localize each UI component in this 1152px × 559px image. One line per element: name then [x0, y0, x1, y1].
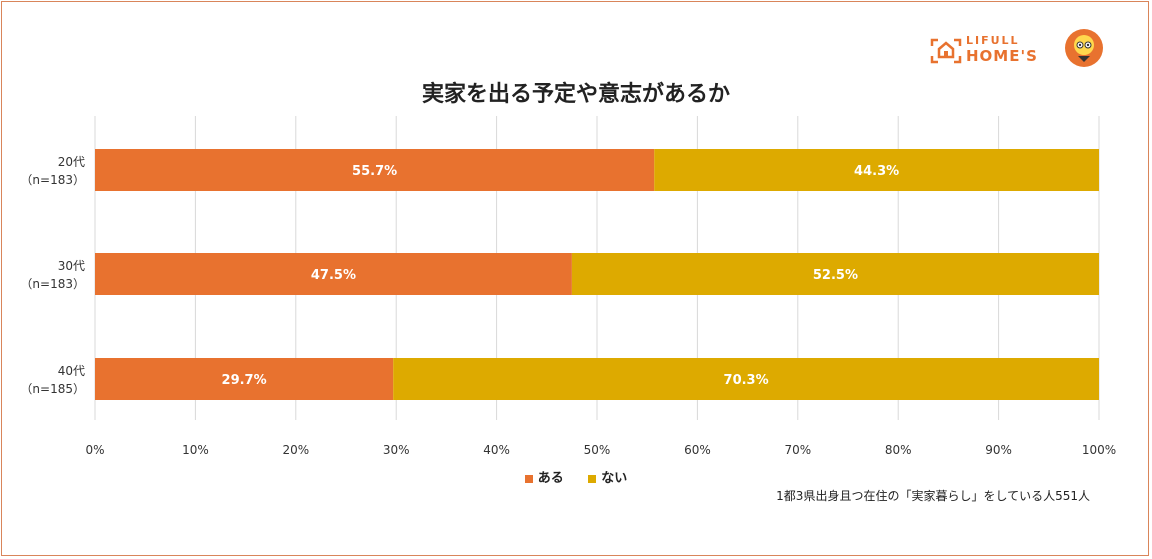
footnote: 1都3県出身且つ在住の「実家暮らし」をしている人551人	[776, 489, 1090, 503]
x-tick-label: 70%	[784, 443, 811, 457]
data-label: 44.3%	[854, 164, 899, 179]
x-tick-label: 60%	[684, 443, 711, 457]
x-tick-label: 90%	[985, 443, 1012, 457]
legend-swatch-nai	[588, 474, 597, 483]
y-category-label: （n=183）	[20, 277, 85, 291]
bar-segment	[95, 358, 394, 400]
bars	[95, 149, 1099, 400]
data-label: 70.3%	[724, 373, 769, 388]
bar-segment	[571, 253, 1099, 295]
logo-text-big: HOME'S	[966, 47, 1038, 65]
legend-label-aru: ある	[537, 471, 564, 486]
brand-logo	[928, 29, 1108, 72]
legend-swatch-aru	[524, 474, 533, 483]
legend: ある ない	[0, 467, 1152, 486]
y-category-label: 30代	[58, 259, 85, 273]
data-label: 52.5%	[813, 268, 858, 283]
x-tick-label: 50%	[584, 443, 611, 457]
house-icon	[930, 38, 962, 64]
mascot-icon	[1065, 29, 1103, 67]
labels: 0% 10% 20% 30% 40% 50% 60% 70% 80% 90% 100% 55.7% 44…	[20, 155, 1116, 457]
bar-segment	[95, 149, 655, 191]
legend-item-nai: ない	[588, 467, 627, 486]
legend-item-aru: ある	[524, 467, 564, 486]
logo-text-small: LIFULL	[966, 34, 1020, 47]
x-tick-label: 80%	[885, 443, 912, 457]
bar-segment	[654, 149, 1099, 191]
data-label: 29.7%	[222, 373, 267, 388]
chart-title: 実家を出る予定や意志があるか	[421, 82, 730, 107]
data-label: 47.5%	[311, 268, 356, 283]
data-label: 55.7%	[352, 164, 397, 179]
bar-segment	[95, 253, 572, 295]
bar-segment	[393, 358, 1099, 400]
y-category-label: 20代	[58, 155, 85, 169]
x-tick-label: 30%	[383, 443, 410, 457]
legend-label-nai: ない	[601, 471, 628, 486]
x-tick-label: 20%	[282, 443, 309, 457]
x-tick-label: 100%	[1082, 443, 1116, 457]
x-tick-label: 0%	[85, 443, 104, 457]
y-category-label: 40代	[58, 364, 85, 378]
x-tick-label: 10%	[182, 443, 209, 457]
y-category-label: （n=183）	[20, 173, 85, 187]
y-category-label: （n=185）	[20, 382, 85, 396]
x-tick-label: 40%	[483, 443, 510, 457]
